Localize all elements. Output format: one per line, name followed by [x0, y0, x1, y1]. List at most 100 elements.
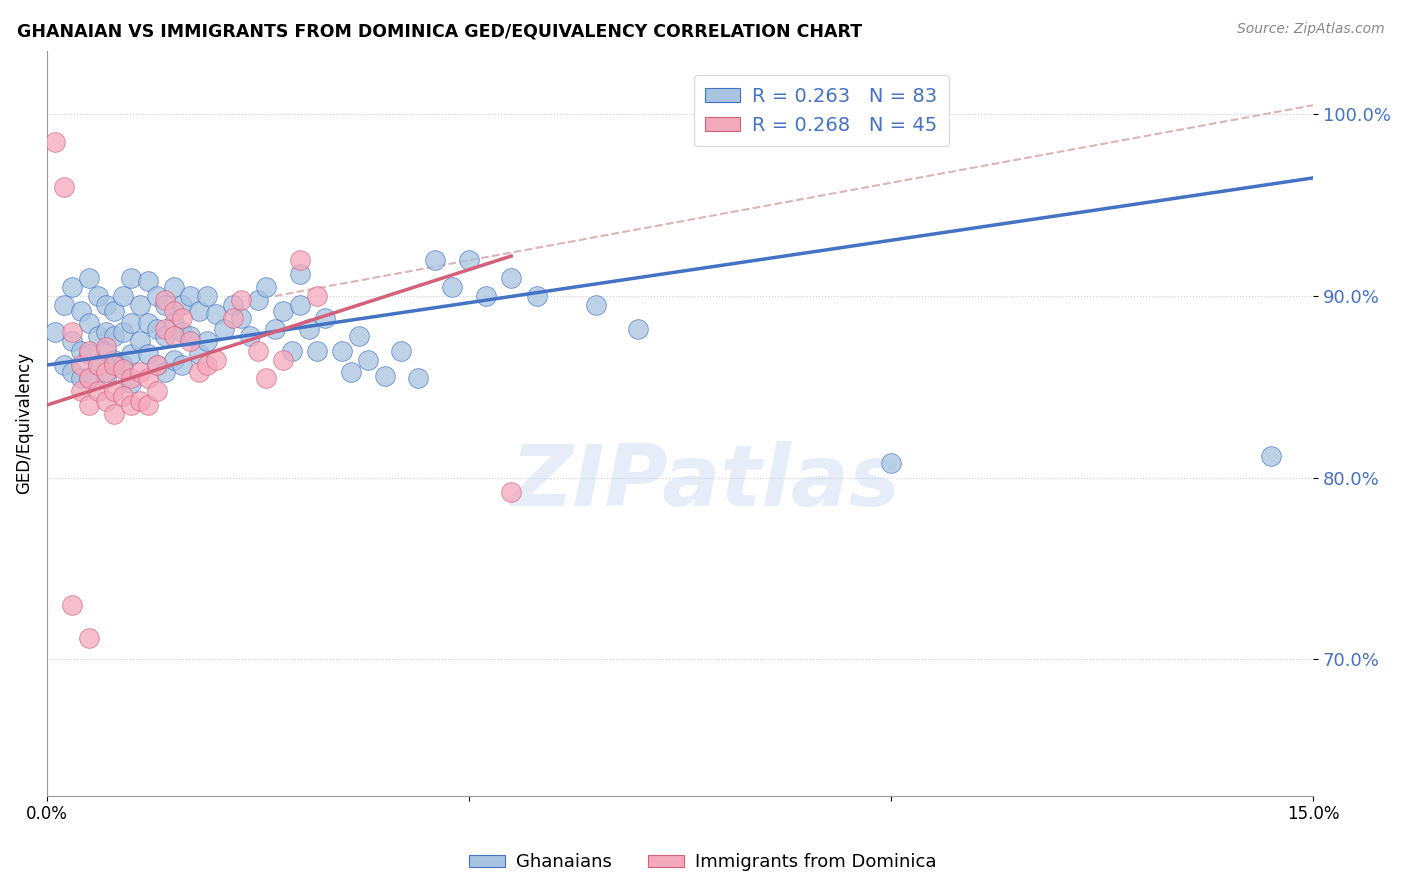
Point [305, 343, 328, 358]
Point [103, 329, 125, 343]
Point [153, 293, 176, 307]
Point [69, 343, 91, 358]
Point [162, 280, 184, 294]
Point [880, 456, 903, 470]
Point [204, 307, 226, 321]
Point [86, 358, 108, 372]
Point [136, 398, 159, 412]
Point [44, 326, 66, 340]
Point [315, 310, 337, 325]
Point [86, 289, 108, 303]
Point [120, 376, 142, 391]
Point [162, 329, 184, 343]
Point [179, 289, 201, 303]
Point [103, 407, 125, 421]
Point [60, 365, 83, 379]
Point [501, 485, 523, 500]
Point [120, 347, 142, 361]
Point [187, 347, 209, 361]
Point [145, 289, 167, 303]
Point [187, 365, 209, 379]
Point [441, 280, 464, 294]
Point [170, 298, 193, 312]
Point [501, 270, 523, 285]
Point [77, 316, 100, 330]
Point [195, 334, 218, 349]
Point [585, 298, 607, 312]
Point [69, 303, 91, 318]
Point [128, 365, 150, 379]
Point [136, 371, 159, 385]
Point [86, 329, 108, 343]
Point [179, 334, 201, 349]
Text: ZIPatlas: ZIPatlas [510, 442, 900, 524]
Point [86, 384, 108, 398]
Text: Source: ZipAtlas.com: Source: ZipAtlas.com [1237, 22, 1385, 37]
Point [221, 310, 243, 325]
Legend: Ghanaians, Immigrants from Dominica: Ghanaians, Immigrants from Dominica [463, 847, 943, 879]
Point [111, 326, 134, 340]
Point [170, 326, 193, 340]
Point [391, 343, 413, 358]
Point [94, 394, 117, 409]
Point [69, 371, 91, 385]
Point [229, 293, 252, 307]
Point [128, 334, 150, 349]
Point [69, 358, 91, 372]
Point [111, 389, 134, 403]
Point [145, 322, 167, 336]
Point [94, 343, 117, 358]
Point [153, 298, 176, 312]
Point [94, 365, 117, 379]
Point [458, 252, 481, 267]
Point [374, 368, 396, 383]
Point [145, 358, 167, 372]
Point [332, 343, 354, 358]
Point [280, 343, 302, 358]
Point [162, 352, 184, 367]
Point [77, 343, 100, 358]
Point [77, 631, 100, 645]
Point [128, 394, 150, 409]
Point [86, 358, 108, 372]
Point [526, 289, 548, 303]
Point [77, 398, 100, 412]
Point [94, 371, 117, 385]
Point [136, 275, 159, 289]
Point [162, 316, 184, 330]
Point [271, 303, 294, 318]
Point [288, 252, 311, 267]
Point [111, 289, 134, 303]
Y-axis label: GED/Equivalency: GED/Equivalency [15, 352, 32, 494]
Point [52, 298, 75, 312]
Point [305, 289, 328, 303]
Point [254, 280, 277, 294]
Point [254, 371, 277, 385]
Point [340, 365, 363, 379]
Point [60, 598, 83, 612]
Point [136, 347, 159, 361]
Point [263, 322, 285, 336]
Point [221, 298, 243, 312]
Point [103, 384, 125, 398]
Point [238, 329, 260, 343]
Point [425, 252, 447, 267]
Point [52, 358, 75, 372]
Point [179, 329, 201, 343]
Point [162, 303, 184, 318]
Point [204, 352, 226, 367]
Point [128, 298, 150, 312]
Point [60, 326, 83, 340]
Point [170, 310, 193, 325]
Point [44, 135, 66, 149]
Point [77, 347, 100, 361]
Point [170, 358, 193, 372]
Point [246, 343, 269, 358]
Point [77, 270, 100, 285]
Point [271, 352, 294, 367]
Point [136, 316, 159, 330]
Point [111, 358, 134, 372]
Point [145, 384, 167, 398]
Point [120, 270, 142, 285]
Point [145, 358, 167, 372]
